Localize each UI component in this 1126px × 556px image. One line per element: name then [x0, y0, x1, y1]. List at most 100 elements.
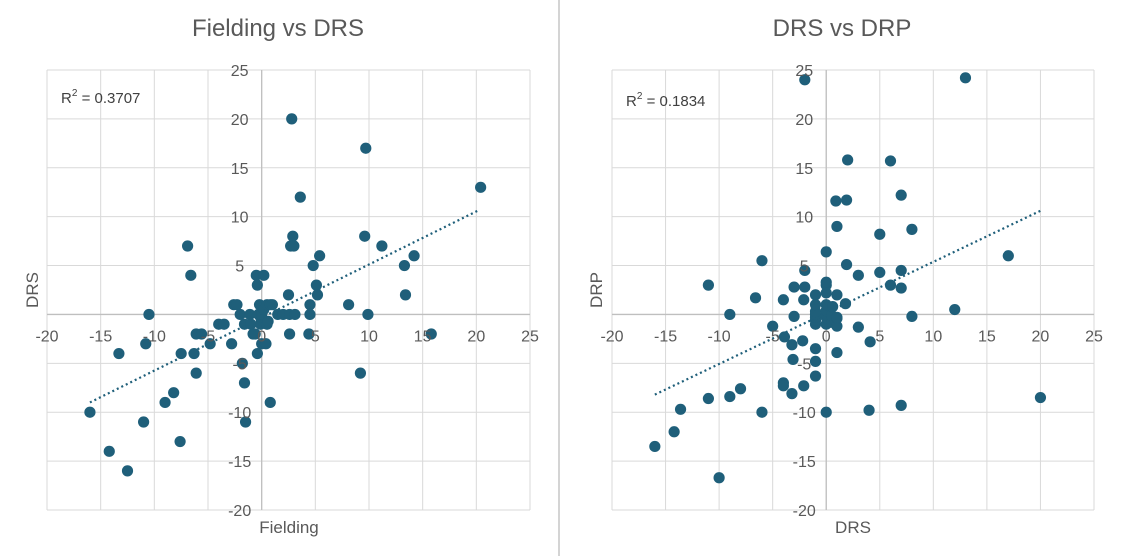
- data-point: [820, 246, 832, 258]
- data-point: [777, 380, 789, 392]
- data-point: [204, 338, 216, 350]
- data-point: [226, 338, 238, 350]
- data-point: [788, 310, 800, 322]
- data-point: [286, 113, 298, 125]
- chart-title: Fielding vs DRS: [192, 15, 364, 42]
- data-point: [809, 299, 822, 311]
- x-axis-label: DRS: [835, 518, 871, 537]
- y-axis-label: DRS: [23, 272, 42, 308]
- chart-svg: Fielding vs DRS -20 -15 -10 -5 0 5 10 15 20 25 -20…: [23, 15, 539, 537]
- y-tick-label: -5: [233, 356, 247, 373]
- data-point: [831, 289, 843, 301]
- data-point: [288, 240, 300, 252]
- x-tick-label: 25: [521, 328, 539, 345]
- data-point: [475, 181, 487, 193]
- y-tick-label: 25: [231, 63, 249, 80]
- x-tick-label: 0: [822, 328, 831, 345]
- data-point: [959, 72, 972, 84]
- data-point: [249, 328, 261, 340]
- data-point: [408, 250, 420, 262]
- data-point: [809, 343, 822, 355]
- data-point: [359, 230, 371, 242]
- data-point: [840, 258, 853, 271]
- data-point: [830, 195, 842, 207]
- y-tick-label: -10: [793, 405, 816, 422]
- y-tick-label: -5: [797, 356, 811, 373]
- data-point: [190, 367, 202, 379]
- y-tick-label: 15: [795, 161, 813, 178]
- data-point: [238, 377, 251, 389]
- data-point: [852, 269, 864, 281]
- data-point: [159, 396, 171, 409]
- data-point: [668, 426, 680, 438]
- data-point: [174, 435, 186, 448]
- data-point: [895, 282, 907, 294]
- data-point: [674, 403, 687, 415]
- y-tick-label: 10: [795, 210, 813, 227]
- data-point: [140, 338, 152, 350]
- y-tick-label: 10: [231, 210, 249, 227]
- data-point: [425, 328, 437, 340]
- data-point: [839, 298, 852, 310]
- chart-fielding-vs-drs: Fielding vs DRS -20 -15 -10 -5 0 5 10 15 20 25 -20…: [0, 0, 558, 556]
- trendline: [654, 209, 1041, 396]
- x-tick-label: -10: [708, 328, 731, 345]
- data-point: [103, 445, 115, 457]
- x-tick-label: 10: [924, 328, 942, 345]
- data-point: [724, 390, 736, 403]
- data-point: [756, 406, 768, 418]
- data-point: [895, 264, 907, 277]
- data-point: [798, 380, 810, 392]
- chart-drs-vs-drp: DRS vs DRP -20 -15 -10 -5 0 5 10 15 20 25 -20 -15 -1…: [560, 0, 1126, 556]
- data-point: [260, 338, 272, 350]
- data-point: [756, 255, 768, 267]
- data-point: [820, 406, 832, 418]
- data-point: [831, 220, 843, 233]
- data-point: [906, 310, 918, 322]
- y-tick-label: 20: [795, 112, 813, 129]
- data-point: [287, 230, 299, 242]
- x-tick-label: 20: [1032, 328, 1050, 345]
- data-point: [777, 294, 789, 306]
- data-point: [906, 223, 918, 235]
- data-point: [294, 191, 306, 203]
- data-point: [949, 303, 961, 316]
- x-tick-label: -15: [89, 328, 112, 345]
- data-point: [884, 279, 897, 291]
- data-point: [282, 289, 295, 301]
- data-point: [175, 347, 187, 360]
- data-point: [113, 347, 125, 360]
- y-tick-label: -20: [228, 503, 251, 520]
- data-point: [343, 299, 355, 311]
- y-tick-label: 5: [235, 259, 244, 276]
- data-point: [831, 311, 843, 323]
- data-point: [1002, 250, 1014, 262]
- y-tick-label: -10: [228, 405, 251, 422]
- x-tick-label: 15: [414, 328, 432, 345]
- data-point: [831, 320, 843, 332]
- y-tick-label: 5: [800, 259, 809, 276]
- r-squared-annotation: R2 = 0.1834: [626, 91, 705, 110]
- data-point: [398, 259, 411, 272]
- data-point: [244, 308, 256, 321]
- data-point: [842, 154, 854, 166]
- data-point: [734, 383, 747, 395]
- data-point: [895, 189, 907, 201]
- data-point: [168, 387, 180, 399]
- y-tick-label: -20: [793, 503, 816, 520]
- data-point: [702, 392, 714, 405]
- data-point: [713, 472, 725, 484]
- data-point: [724, 308, 736, 321]
- data-point: [649, 440, 661, 453]
- data-point: [231, 299, 243, 311]
- data-point: [831, 346, 843, 359]
- data-point: [809, 355, 822, 367]
- panel-divider: [558, 0, 560, 556]
- data-point: [239, 416, 252, 428]
- y-axis-label: DRP: [587, 272, 606, 308]
- data-point: [121, 465, 134, 477]
- x-tick-label: -10: [143, 328, 166, 345]
- data-point: [236, 357, 248, 369]
- data-point: [778, 331, 791, 343]
- data-point: [702, 279, 714, 291]
